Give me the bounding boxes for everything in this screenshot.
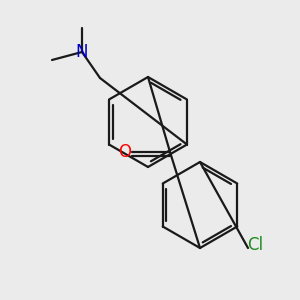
Text: O: O (118, 143, 131, 161)
Text: Cl: Cl (247, 236, 263, 254)
Text: N: N (76, 43, 88, 61)
